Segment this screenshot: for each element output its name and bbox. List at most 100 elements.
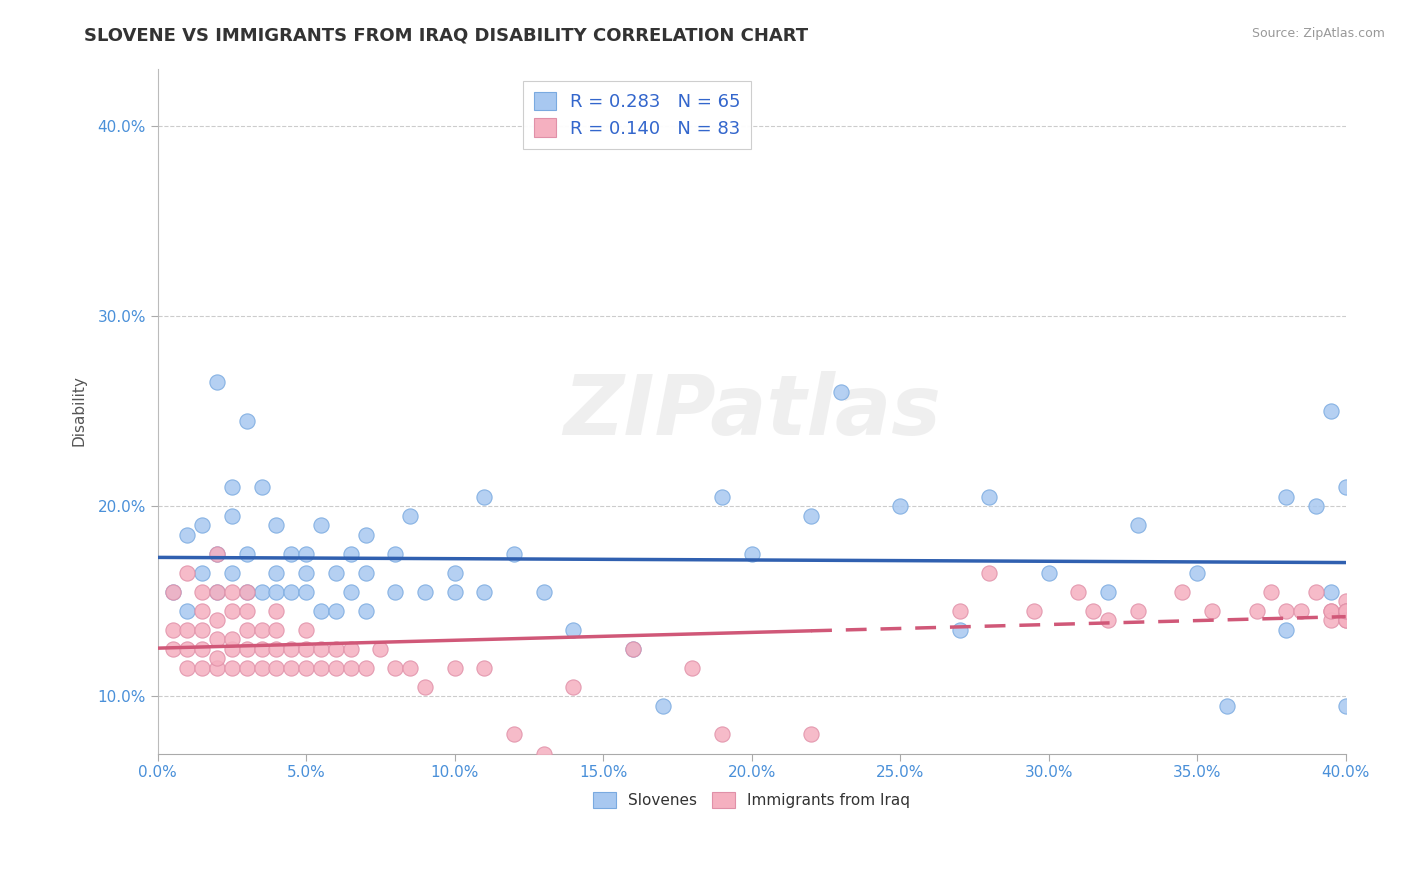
Point bbox=[1320, 604, 1343, 618]
Point bbox=[266, 518, 288, 533]
Point bbox=[800, 727, 823, 741]
Point bbox=[162, 584, 184, 599]
Point bbox=[295, 566, 318, 580]
Point bbox=[176, 566, 198, 580]
Point bbox=[1305, 499, 1327, 513]
Point bbox=[443, 584, 465, 599]
Point bbox=[1275, 490, 1298, 504]
Point bbox=[1334, 613, 1357, 627]
Point bbox=[1334, 698, 1357, 713]
Point bbox=[191, 623, 214, 637]
Point bbox=[205, 661, 228, 675]
Point bbox=[280, 641, 302, 656]
Point bbox=[443, 661, 465, 675]
Point bbox=[236, 661, 259, 675]
Point bbox=[266, 566, 288, 580]
Point bbox=[295, 641, 318, 656]
Point bbox=[162, 641, 184, 656]
Point bbox=[979, 490, 1001, 504]
Point bbox=[236, 547, 259, 561]
Point bbox=[621, 641, 644, 656]
Point bbox=[741, 547, 763, 561]
Point bbox=[1305, 584, 1327, 599]
Point bbox=[1289, 604, 1312, 618]
Point bbox=[325, 641, 347, 656]
Point bbox=[1126, 518, 1149, 533]
Point bbox=[295, 584, 318, 599]
Point bbox=[236, 641, 259, 656]
Point bbox=[1022, 604, 1045, 618]
Point bbox=[221, 584, 243, 599]
Point bbox=[1246, 604, 1268, 618]
Point bbox=[325, 661, 347, 675]
Point bbox=[309, 604, 332, 618]
Point bbox=[266, 604, 288, 618]
Point bbox=[266, 661, 288, 675]
Point bbox=[280, 661, 302, 675]
Point bbox=[250, 584, 273, 599]
Point bbox=[1320, 613, 1343, 627]
Point bbox=[250, 623, 273, 637]
Point bbox=[1097, 613, 1119, 627]
Point bbox=[1067, 584, 1090, 599]
Point bbox=[205, 632, 228, 647]
Point bbox=[1126, 604, 1149, 618]
Point bbox=[399, 661, 422, 675]
Legend: Slovenes, Immigrants from Iraq: Slovenes, Immigrants from Iraq bbox=[586, 786, 917, 814]
Point bbox=[830, 384, 852, 399]
Point bbox=[474, 584, 496, 599]
Point bbox=[474, 490, 496, 504]
Point bbox=[384, 584, 406, 599]
Point bbox=[1216, 698, 1239, 713]
Point bbox=[339, 641, 361, 656]
Point bbox=[339, 661, 361, 675]
Point bbox=[1275, 604, 1298, 618]
Point bbox=[250, 480, 273, 494]
Text: ZIPatlas: ZIPatlas bbox=[562, 370, 941, 451]
Point bbox=[236, 604, 259, 618]
Point bbox=[221, 604, 243, 618]
Point bbox=[280, 547, 302, 561]
Point bbox=[949, 604, 972, 618]
Point bbox=[280, 584, 302, 599]
Point bbox=[1187, 566, 1209, 580]
Point bbox=[176, 641, 198, 656]
Point bbox=[325, 566, 347, 580]
Point bbox=[1334, 604, 1357, 618]
Y-axis label: Disability: Disability bbox=[72, 376, 86, 447]
Point bbox=[384, 661, 406, 675]
Point bbox=[1334, 604, 1357, 618]
Point bbox=[176, 604, 198, 618]
Point bbox=[413, 680, 436, 694]
Point bbox=[295, 661, 318, 675]
Text: Source: ZipAtlas.com: Source: ZipAtlas.com bbox=[1251, 27, 1385, 40]
Point bbox=[309, 641, 332, 656]
Point bbox=[503, 547, 526, 561]
Point bbox=[339, 547, 361, 561]
Point bbox=[236, 413, 259, 427]
Point bbox=[191, 566, 214, 580]
Point bbox=[176, 623, 198, 637]
Point bbox=[191, 661, 214, 675]
Text: SLOVENE VS IMMIGRANTS FROM IRAQ DISABILITY CORRELATION CHART: SLOVENE VS IMMIGRANTS FROM IRAQ DISABILI… bbox=[84, 27, 808, 45]
Point bbox=[1320, 604, 1343, 618]
Point bbox=[1334, 594, 1357, 608]
Point bbox=[205, 651, 228, 665]
Point bbox=[236, 584, 259, 599]
Point bbox=[205, 584, 228, 599]
Point bbox=[191, 518, 214, 533]
Point bbox=[354, 661, 377, 675]
Point bbox=[221, 566, 243, 580]
Point bbox=[354, 566, 377, 580]
Point bbox=[1320, 404, 1343, 418]
Point bbox=[1334, 604, 1357, 618]
Point bbox=[562, 623, 585, 637]
Point bbox=[162, 623, 184, 637]
Point bbox=[295, 623, 318, 637]
Point bbox=[800, 508, 823, 523]
Point bbox=[191, 604, 214, 618]
Point bbox=[221, 641, 243, 656]
Point bbox=[205, 376, 228, 390]
Point bbox=[1260, 584, 1282, 599]
Point bbox=[1320, 584, 1343, 599]
